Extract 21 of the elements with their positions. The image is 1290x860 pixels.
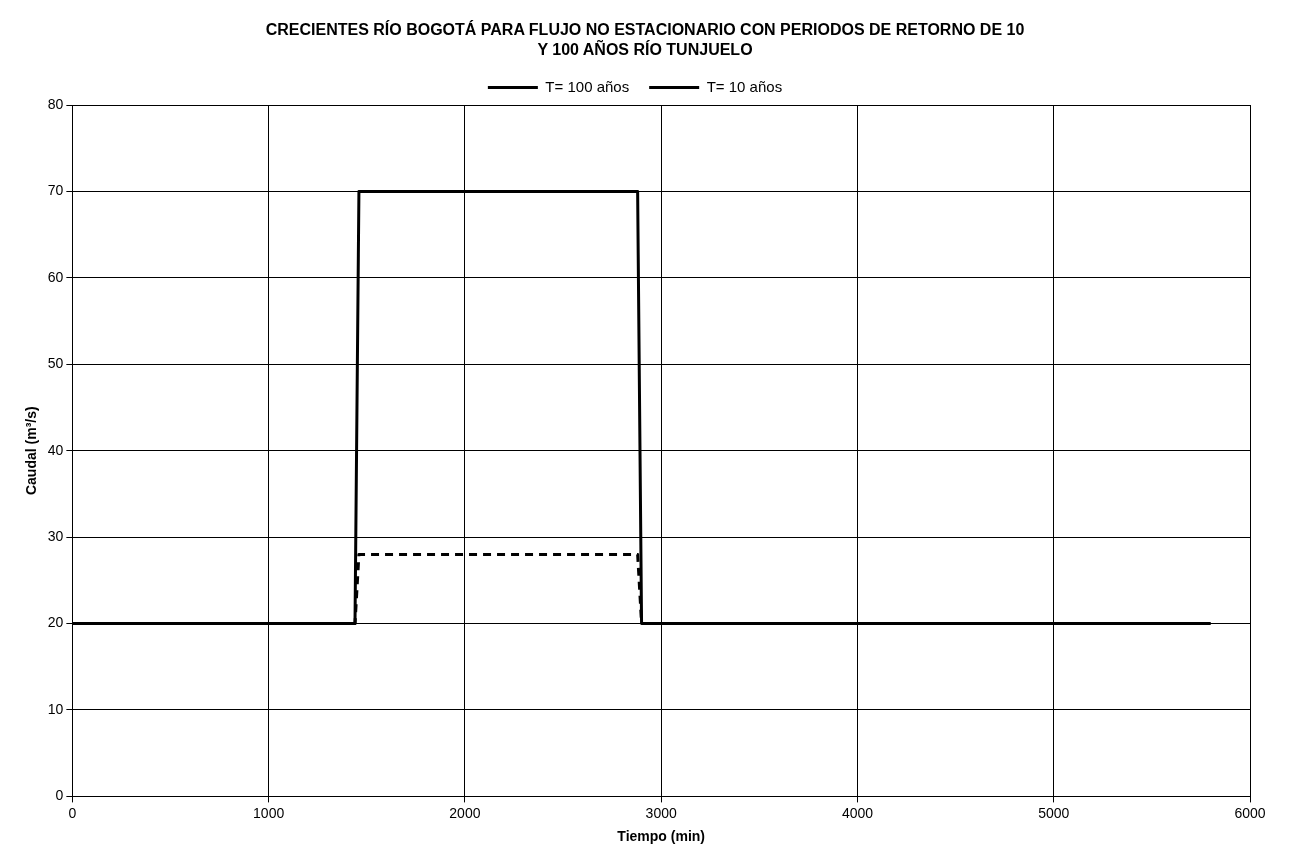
y-tick-label: 40 (47, 441, 64, 458)
x-tick-label: 5000 (1038, 804, 1070, 821)
y-tick-label: 60 (47, 268, 64, 285)
legend-label: T= 10 años (706, 77, 783, 95)
x-tick-label: 2000 (449, 804, 481, 821)
x-axis-title: Tiempo (min) (617, 828, 706, 845)
x-tick-label: 4000 (841, 804, 874, 821)
x-tick-label: 3000 (645, 804, 677, 821)
x-tick-label: 0 (68, 804, 77, 821)
x-tick-label: 1000 (253, 804, 285, 821)
y-tick-label: 20 (47, 614, 64, 631)
y-tick-label: 0 (55, 787, 64, 804)
y-tick-label: 50 (47, 355, 64, 372)
x-tick-label: 6000 (1234, 804, 1266, 821)
chart-title: CRECIENTES RÍO BOGOTÁ PARA FLUJO NO ESTACIONARIO CON PERIODOS DE RETORNO DE 10 Y 100 AÑOS RÍO TUNJUELO (265, 20, 1025, 60)
y-axis-title: Caudal (m³/s) (23, 406, 40, 496)
legend-label: T= 100 años (545, 77, 630, 95)
y-tick-label: 80 (47, 95, 64, 112)
y-tick-label: 70 (47, 182, 64, 199)
y-tick-label: 30 (47, 527, 64, 544)
y-tick-label: 10 (47, 700, 64, 717)
